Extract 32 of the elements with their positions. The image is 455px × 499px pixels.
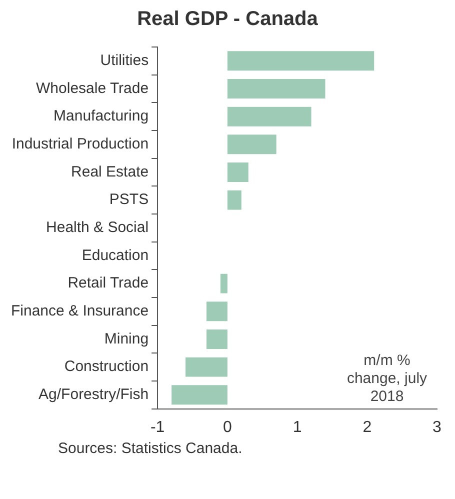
bar bbox=[227, 134, 276, 154]
chart-title: Real GDP - Canada bbox=[136, 8, 319, 31]
x-tick-label: 0 bbox=[222, 418, 232, 436]
bar bbox=[227, 106, 312, 126]
y-tick-label: Ag/Forestry/Fish bbox=[38, 386, 149, 404]
bar bbox=[206, 329, 228, 349]
y-tick-label: Wholesale Trade bbox=[36, 80, 149, 97]
bar bbox=[227, 51, 374, 71]
x-tick-label: 3 bbox=[432, 418, 442, 436]
y-tick-label: Education bbox=[82, 246, 149, 264]
y-tick-label: Finance & Insurance bbox=[11, 302, 149, 320]
y-tick-label: Utilities bbox=[100, 52, 149, 70]
y-tick-label: Manufacturing bbox=[54, 108, 149, 125]
y-tick-label: Retail Trade bbox=[68, 274, 149, 292]
bar bbox=[227, 162, 248, 182]
y-tick-label: Real Estate bbox=[71, 163, 149, 180]
y-tick-label: Construction bbox=[64, 358, 149, 376]
source-note: Sources: Statistics Canada. bbox=[57, 440, 244, 457]
y-tick-label: PSTS bbox=[109, 191, 149, 208]
annotation: m/m % change, july 2018 bbox=[346, 352, 428, 405]
x-tick-label: 2 bbox=[362, 418, 372, 436]
bar bbox=[186, 357, 228, 377]
y-tick-label: Health & Social bbox=[46, 219, 149, 236]
bar bbox=[172, 385, 228, 405]
y-tick-label: Mining bbox=[104, 330, 149, 348]
bar bbox=[227, 79, 326, 98]
x-tick-label: 1 bbox=[292, 418, 302, 436]
bar bbox=[227, 190, 242, 210]
x-tick-label: -1 bbox=[150, 418, 165, 436]
y-tick-label: Industrial Production bbox=[12, 136, 149, 153]
bar bbox=[206, 302, 228, 322]
bar bbox=[220, 274, 228, 294]
